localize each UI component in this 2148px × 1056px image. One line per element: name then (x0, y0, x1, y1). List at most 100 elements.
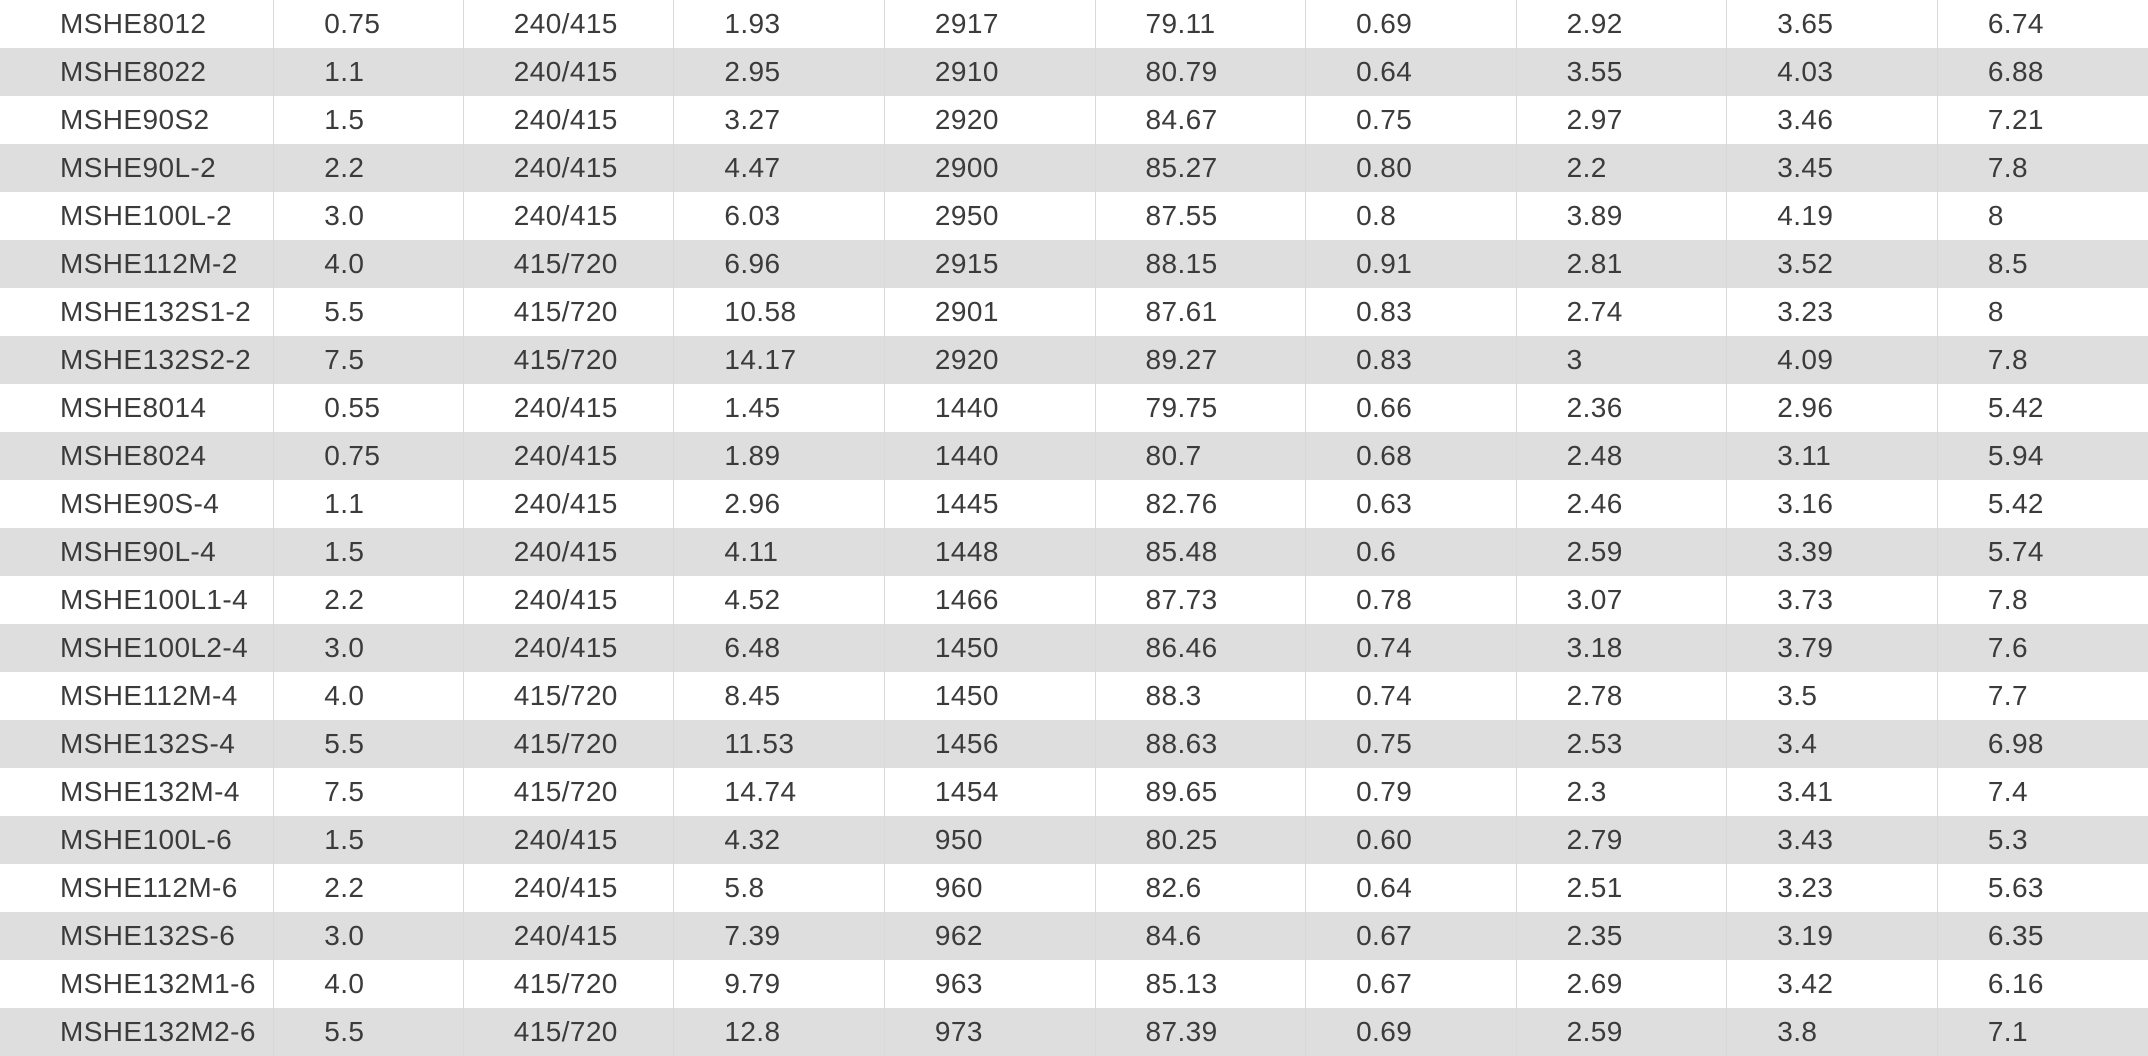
cell-value: 80.25 (1095, 816, 1306, 864)
cell-value: 2.97 (1516, 96, 1727, 144)
cell-value: 6.98 (1937, 720, 2148, 768)
cell-value: 2910 (884, 48, 1095, 96)
cell-value: 1.1 (274, 480, 464, 528)
cell-value: 3.45 (1727, 144, 1938, 192)
cell-value: 415/720 (463, 720, 674, 768)
cell-value: 973 (884, 1008, 1095, 1056)
cell-value: 3.5 (1727, 672, 1938, 720)
cell-value: 0.55 (274, 384, 464, 432)
cell-value: 2.96 (1727, 384, 1938, 432)
cell-model: MSHE100L-2 (0, 192, 274, 240)
cell-value: 2.95 (674, 48, 885, 96)
cell-value: 87.73 (1095, 576, 1306, 624)
cell-model: MSHE100L1-4 (0, 576, 274, 624)
cell-value: 3.11 (1727, 432, 1938, 480)
cell-value: 4.0 (274, 672, 464, 720)
cell-value: 1450 (884, 672, 1095, 720)
cell-value: 3.42 (1727, 960, 1938, 1008)
cell-value: 4.03 (1727, 48, 1938, 96)
table-row: MSHE132S1-25.5415/72010.58290187.610.832… (0, 288, 2148, 336)
cell-value: 1440 (884, 432, 1095, 480)
cell-value: 14.74 (674, 768, 885, 816)
cell-value: 8 (1937, 288, 2148, 336)
cell-model: MSHE8024 (0, 432, 274, 480)
cell-value: 4.32 (674, 816, 885, 864)
table-row: MSHE90L-41.5240/4154.11144885.480.62.593… (0, 528, 2148, 576)
cell-value: 80.79 (1095, 48, 1306, 96)
cell-model: MSHE90L-2 (0, 144, 274, 192)
cell-value: 240/415 (463, 432, 674, 480)
cell-value: 0.91 (1306, 240, 1517, 288)
cell-value: 3.18 (1516, 624, 1727, 672)
cell-value: 0.67 (1306, 960, 1517, 1008)
cell-value: 2901 (884, 288, 1095, 336)
cell-value: 3.79 (1727, 624, 1938, 672)
cell-value: 5.5 (274, 288, 464, 336)
cell-model: MSHE8012 (0, 0, 274, 48)
table-row: MSHE80120.75240/4151.93291779.110.692.92… (0, 0, 2148, 48)
cell-value: 3.8 (1727, 1008, 1938, 1056)
table-row: MSHE112M-24.0415/7206.96291588.150.912.8… (0, 240, 2148, 288)
table-row: MSHE90S21.5240/4153.27292084.670.752.973… (0, 96, 2148, 144)
cell-value: 3.39 (1727, 528, 1938, 576)
cell-value: 0.68 (1306, 432, 1517, 480)
cell-value: 8.45 (674, 672, 885, 720)
cell-value: 6.88 (1937, 48, 2148, 96)
cell-value: 240/415 (463, 624, 674, 672)
table-row: MSHE132S-45.5415/72011.53145688.630.752.… (0, 720, 2148, 768)
cell-value: 89.27 (1095, 336, 1306, 384)
cell-value: 9.79 (674, 960, 885, 1008)
cell-value: 3.55 (1516, 48, 1727, 96)
cell-value: 87.61 (1095, 288, 1306, 336)
cell-value: 2920 (884, 336, 1095, 384)
cell-value: 5.42 (1937, 384, 2148, 432)
cell-model: MSHE8022 (0, 48, 274, 96)
cell-value: 10.58 (674, 288, 885, 336)
cell-value: 82.76 (1095, 480, 1306, 528)
cell-value: 80.7 (1095, 432, 1306, 480)
cell-model: MSHE132S-6 (0, 912, 274, 960)
cell-value: 3.46 (1727, 96, 1938, 144)
cell-value: 3.52 (1727, 240, 1938, 288)
cell-value: 0.74 (1306, 672, 1517, 720)
cell-value: 7.7 (1937, 672, 2148, 720)
cell-value: 2.78 (1516, 672, 1727, 720)
cell-model: MSHE8014 (0, 384, 274, 432)
cell-value: 84.67 (1095, 96, 1306, 144)
cell-value: 0.83 (1306, 336, 1517, 384)
cell-value: 415/720 (463, 960, 674, 1008)
cell-value: 0.64 (1306, 48, 1517, 96)
cell-value: 0.6 (1306, 528, 1517, 576)
cell-value: 2.3 (1516, 768, 1727, 816)
cell-value: 0.78 (1306, 576, 1517, 624)
cell-value: 3.16 (1727, 480, 1938, 528)
table-row: MSHE132M2-65.5415/72012.897387.390.692.5… (0, 1008, 2148, 1056)
cell-value: 240/415 (463, 816, 674, 864)
cell-model: MSHE132M2-6 (0, 1008, 274, 1056)
table-row: MSHE112M-62.2240/4155.896082.60.642.513.… (0, 864, 2148, 912)
cell-value: 0.83 (1306, 288, 1517, 336)
table-row: MSHE132M1-64.0415/7209.7996385.130.672.6… (0, 960, 2148, 1008)
cell-value: 7.21 (1937, 96, 2148, 144)
cell-value: 5.63 (1937, 864, 2148, 912)
cell-value: 3.0 (274, 624, 464, 672)
cell-value: 85.13 (1095, 960, 1306, 1008)
cell-value: 6.48 (674, 624, 885, 672)
cell-value: 88.63 (1095, 720, 1306, 768)
cell-value: 85.27 (1095, 144, 1306, 192)
cell-value: 6.96 (674, 240, 885, 288)
cell-value: 4.47 (674, 144, 885, 192)
cell-value: 12.8 (674, 1008, 885, 1056)
cell-value: 6.35 (1937, 912, 2148, 960)
cell-value: 2.59 (1516, 1008, 1727, 1056)
cell-value: 0.75 (274, 0, 464, 48)
cell-value: 963 (884, 960, 1095, 1008)
cell-model: MSHE112M-6 (0, 864, 274, 912)
cell-value: 7.8 (1937, 336, 2148, 384)
cell-value: 2.51 (1516, 864, 1727, 912)
cell-value: 0.8 (1306, 192, 1517, 240)
cell-value: 87.55 (1095, 192, 1306, 240)
cell-value: 240/415 (463, 384, 674, 432)
cell-value: 4.0 (274, 240, 464, 288)
cell-model: MSHE132S-4 (0, 720, 274, 768)
